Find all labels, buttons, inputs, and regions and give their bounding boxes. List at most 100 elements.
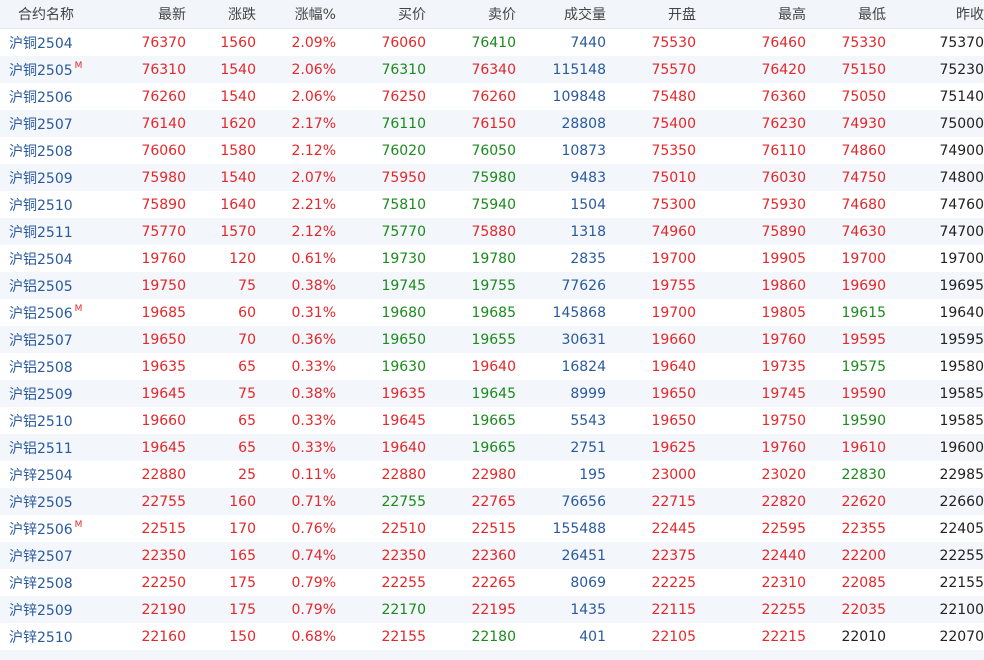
column-header-low[interactable]: 最低 bbox=[806, 0, 886, 29]
open-cell: 19700 bbox=[606, 245, 696, 272]
high-cell: 22820 bbox=[696, 488, 806, 515]
contract-name-cell[interactable]: 沪铜2506 bbox=[0, 83, 87, 110]
contract-name-cell[interactable]: 沪铝2510 bbox=[0, 407, 87, 434]
contract-name-cell[interactable]: 沪铝2508 bbox=[0, 353, 87, 380]
change-pct-cell: 0.71% bbox=[256, 488, 336, 515]
change-pct-cell: 0.38% bbox=[256, 272, 336, 299]
contract-name: 沪锌2505 bbox=[9, 495, 73, 511]
low-cell: 22085 bbox=[806, 569, 886, 596]
contract-name-cell[interactable]: 沪铜2504 bbox=[0, 29, 87, 57]
open-cell: 75480 bbox=[606, 83, 696, 110]
prev-close-cell: 74760 bbox=[886, 191, 984, 218]
contract-name-cell[interactable]: 沪铝2511 bbox=[0, 434, 87, 461]
column-header-ask[interactable]: 卖价 bbox=[426, 0, 516, 29]
empty-cell bbox=[516, 650, 606, 660]
column-header-name[interactable]: 合约名称 bbox=[0, 0, 87, 29]
contract-name-cell[interactable]: 沪铜2511 bbox=[0, 218, 87, 245]
contract-name-cell[interactable]: 沪铝2505 bbox=[0, 272, 87, 299]
latest-cell: 19635 bbox=[87, 353, 186, 380]
column-header-volume[interactable]: 成交量 bbox=[516, 0, 606, 29]
contract-name-cell[interactable]: 沪铜2507 bbox=[0, 110, 87, 137]
column-header-open[interactable]: 开盘 bbox=[606, 0, 696, 29]
latest-cell: 76310 bbox=[87, 56, 186, 83]
change-pct-cell: 0.76% bbox=[256, 515, 336, 542]
contract-name-cell[interactable]: 沪锌2507 bbox=[0, 542, 87, 569]
bid-cell: 22170 bbox=[336, 596, 426, 623]
column-header-prev-close[interactable]: 昨收 bbox=[886, 0, 984, 29]
contract-name-cell[interactable]: 沪锌2508 bbox=[0, 569, 87, 596]
change-cell: 75 bbox=[186, 380, 256, 407]
column-header-bid[interactable]: 买价 bbox=[336, 0, 426, 29]
contract-name-cell[interactable]: 沪铝2507 bbox=[0, 326, 87, 353]
empty-cell bbox=[186, 650, 256, 660]
low-cell: 19595 bbox=[806, 326, 886, 353]
contract-name-cell[interactable]: 沪铝2509 bbox=[0, 380, 87, 407]
column-header-change[interactable]: 涨跌 bbox=[186, 0, 256, 29]
latest-cell: 22250 bbox=[87, 569, 186, 596]
contract-name-cell[interactable]: 沪锌2510 bbox=[0, 623, 87, 650]
open-cell: 19650 bbox=[606, 407, 696, 434]
high-cell: 23020 bbox=[696, 461, 806, 488]
high-cell: 76110 bbox=[696, 137, 806, 164]
volume-cell: 401 bbox=[516, 623, 606, 650]
open-cell: 19650 bbox=[606, 380, 696, 407]
ask-cell: 19665 bbox=[426, 407, 516, 434]
contract-name: 沪铜2506 bbox=[9, 90, 73, 106]
contract-name-cell[interactable]: 沪铜2508 bbox=[0, 137, 87, 164]
open-cell: 22375 bbox=[606, 542, 696, 569]
ask-cell: 19665 bbox=[426, 434, 516, 461]
contract-name-cell[interactable]: 沪铜2509 bbox=[0, 164, 87, 191]
open-cell: 22715 bbox=[606, 488, 696, 515]
low-cell: 19575 bbox=[806, 353, 886, 380]
column-header-high[interactable]: 最高 bbox=[696, 0, 806, 29]
volume-cell: 195 bbox=[516, 461, 606, 488]
change-cell: 150 bbox=[186, 623, 256, 650]
empty-cell bbox=[0, 650, 87, 660]
contract-name-cell[interactable]: 沪铝2504 bbox=[0, 245, 87, 272]
column-header-change-pct[interactable]: 涨幅% bbox=[256, 0, 336, 29]
contract-name-cell[interactable]: 沪锌2509 bbox=[0, 596, 87, 623]
contract-name: 沪铝2508 bbox=[9, 360, 73, 376]
high-cell: 19760 bbox=[696, 326, 806, 353]
latest-cell: 19650 bbox=[87, 326, 186, 353]
open-cell: 75400 bbox=[606, 110, 696, 137]
low-cell: 19590 bbox=[806, 380, 886, 407]
high-cell: 22215 bbox=[696, 623, 806, 650]
change-pct-cell: 0.74% bbox=[256, 542, 336, 569]
volume-cell: 10873 bbox=[516, 137, 606, 164]
column-header-latest[interactable]: 最新 bbox=[87, 0, 186, 29]
contract-name-cell[interactable]: 沪锌2505 bbox=[0, 488, 87, 515]
prev-close-cell: 75230 bbox=[886, 56, 984, 83]
open-cell: 19640 bbox=[606, 353, 696, 380]
contract-name-cell[interactable]: 沪锌2504 bbox=[0, 461, 87, 488]
contract-name-cell[interactable]: 沪铜2510 bbox=[0, 191, 87, 218]
ask-cell: 19780 bbox=[426, 245, 516, 272]
